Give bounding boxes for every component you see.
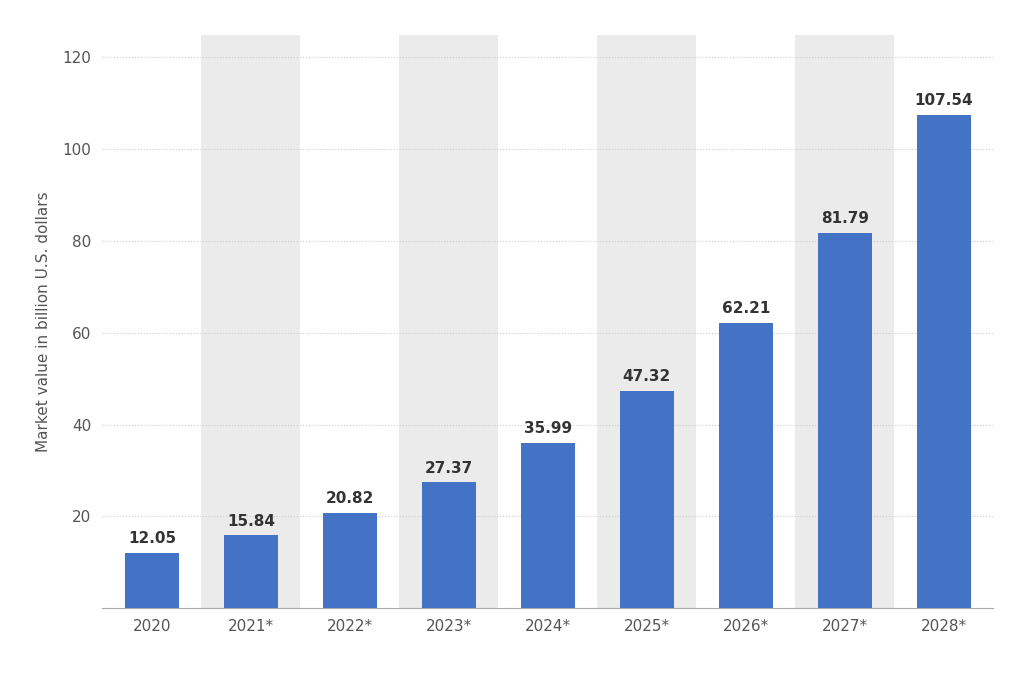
Bar (597, 35, 696, 608)
Text: 15.84: 15.84 (227, 513, 274, 529)
Bar (719, 323, 773, 608)
Text: 47.32: 47.32 (623, 369, 671, 384)
Bar (422, 482, 476, 608)
Bar (520, 443, 575, 608)
Bar (125, 553, 179, 608)
Bar (817, 233, 872, 608)
Bar (620, 391, 674, 608)
Text: 27.37: 27.37 (425, 461, 473, 475)
Text: 62.21: 62.21 (722, 301, 770, 316)
Text: 107.54: 107.54 (914, 93, 973, 108)
Bar (223, 536, 279, 608)
Y-axis label: Market value in billion U.S. dollars: Market value in billion U.S. dollars (36, 191, 51, 452)
Bar (323, 513, 377, 608)
Text: 12.05: 12.05 (128, 531, 176, 546)
Bar (202, 35, 300, 608)
Text: 81.79: 81.79 (821, 211, 868, 226)
Bar (399, 35, 499, 608)
Bar (796, 35, 894, 608)
Text: 20.82: 20.82 (326, 491, 374, 506)
Text: 35.99: 35.99 (524, 421, 571, 436)
Bar (916, 115, 971, 608)
